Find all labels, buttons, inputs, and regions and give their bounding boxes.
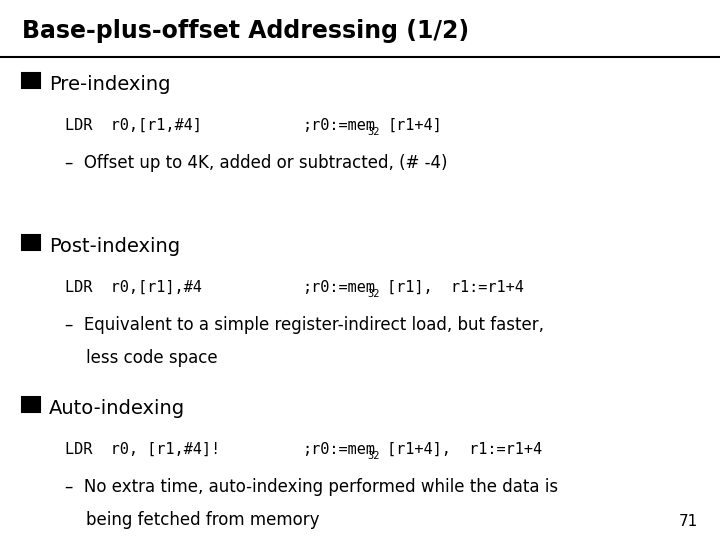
Text: [r1+4]: [r1+4] — [387, 118, 442, 133]
Text: being fetched from memory: being fetched from memory — [65, 511, 319, 529]
Bar — [22, 73, 40, 87]
Text: Post-indexing: Post-indexing — [49, 237, 180, 255]
Text: –  Offset up to 4K, added or subtracted, (# -4): – Offset up to 4K, added or subtracted, … — [65, 154, 447, 172]
Text: Auto-indexing: Auto-indexing — [49, 399, 185, 417]
Text: [r1],  r1:=r1+4: [r1], r1:=r1+4 — [387, 280, 524, 295]
Text: 32: 32 — [368, 289, 380, 300]
Text: 71: 71 — [679, 514, 698, 529]
Text: 32: 32 — [368, 127, 380, 138]
Text: –  No extra time, auto-indexing performed while the data is: – No extra time, auto-indexing performed… — [65, 478, 558, 496]
Text: ;r0:=mem: ;r0:=mem — [302, 280, 375, 295]
Text: 32: 32 — [368, 451, 380, 462]
Text: less code space: less code space — [65, 349, 217, 367]
Bar — [22, 397, 40, 411]
Text: LDR  r0,[r1,#4]: LDR r0,[r1,#4] — [65, 118, 202, 133]
Text: LDR  r0,[r1],#4: LDR r0,[r1],#4 — [65, 280, 202, 295]
Text: –  Equivalent to a simple register-indirect load, but faster,: – Equivalent to a simple register-indire… — [65, 316, 544, 334]
Text: [r1+4],  r1:=r1+4: [r1+4], r1:=r1+4 — [387, 442, 542, 457]
Bar — [22, 235, 40, 249]
Text: Base-plus-offset Addressing (1/2): Base-plus-offset Addressing (1/2) — [22, 19, 469, 43]
Text: Pre-indexing: Pre-indexing — [49, 75, 171, 93]
Text: ;r0:=mem: ;r0:=mem — [302, 442, 375, 457]
Text: ;r0:=mem: ;r0:=mem — [302, 118, 375, 133]
Text: LDR  r0, [r1,#4]!: LDR r0, [r1,#4]! — [65, 442, 220, 457]
